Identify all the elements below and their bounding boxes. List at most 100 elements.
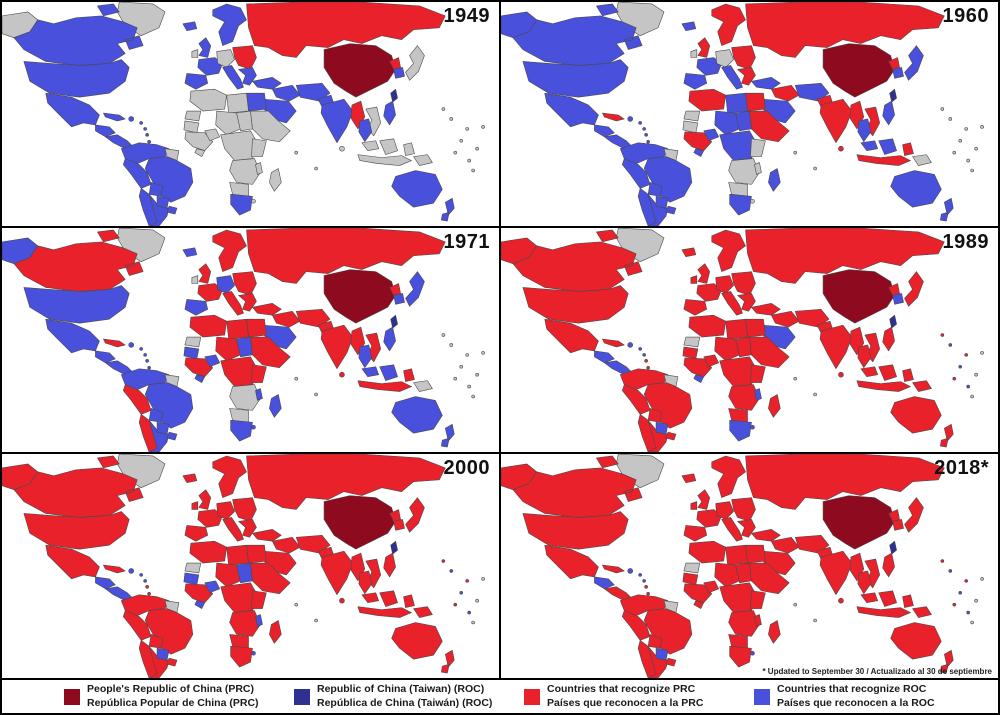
region-pacific-island — [966, 384, 970, 389]
region-antilles — [644, 133, 648, 137]
region-middle-east — [272, 84, 301, 102]
region-antilles — [646, 139, 650, 144]
region-antilles — [147, 365, 151, 370]
region-libya-tunisia — [226, 92, 249, 114]
legend-item-recognize-prc: Countries that recognize PRC Países que … — [524, 683, 754, 710]
region-pacific-island — [980, 125, 984, 129]
region-ussr-russia — [745, 2, 945, 58]
region-pacific-island — [471, 620, 475, 625]
region-china — [323, 495, 396, 550]
region-united-kingdom — [697, 489, 711, 510]
region-cuba — [103, 564, 126, 574]
region-france — [197, 283, 223, 302]
region-iberia — [683, 299, 708, 316]
region-sri-lanka — [339, 371, 345, 378]
region-italy — [721, 65, 743, 90]
region-pacific-island — [940, 333, 945, 337]
region-pacific-island — [970, 168, 974, 173]
region-antilles — [638, 573, 642, 577]
region-paraguay — [655, 647, 669, 661]
region-japan — [904, 497, 924, 533]
region-iberia — [683, 73, 708, 90]
region-indian-ocean-island — [314, 166, 318, 171]
region-pacific-island — [948, 343, 953, 347]
world-map — [501, 228, 984, 452]
region-sri-lanka — [838, 145, 844, 152]
region-libya-tunisia — [725, 318, 748, 340]
region-mexico — [45, 318, 100, 354]
region-kenya-tanzania — [750, 138, 766, 157]
region-pacific-island — [449, 343, 454, 347]
region-north-korea — [888, 283, 900, 296]
region-chile — [138, 188, 158, 226]
region-sudan-horn — [749, 562, 790, 595]
region-japan — [405, 271, 425, 307]
region-ireland — [191, 275, 199, 284]
region-uruguay — [665, 431, 677, 441]
map-panel-1960: 1960 — [501, 2, 998, 226]
region-italy — [222, 291, 244, 316]
region-india — [320, 324, 354, 370]
region-pacific-island — [948, 117, 953, 121]
region-brazil — [643, 382, 693, 429]
region-pacific-island — [459, 364, 464, 369]
region-peru — [122, 610, 152, 641]
region-brazil — [643, 156, 693, 203]
region-western-sahara — [683, 110, 701, 122]
region-italy — [222, 517, 244, 542]
region-paraguay — [655, 195, 669, 209]
region-madagascar — [269, 168, 282, 192]
region-uruguay — [166, 657, 178, 667]
region-balkans — [737, 519, 756, 538]
region-sudan-horn — [250, 336, 291, 369]
region-burkina-faso — [703, 128, 719, 142]
region-kenya-tanzania — [251, 364, 267, 383]
region-eswatini — [750, 650, 755, 656]
region-sri-lanka — [838, 597, 844, 604]
prc-color-swatch — [64, 688, 80, 705]
region-sudan-horn — [749, 336, 790, 369]
region-pacific-island — [964, 353, 968, 357]
map-panel-2018: 2018* * Updated to September 30 / Actual… — [501, 454, 998, 678]
region-taiwan — [390, 540, 398, 555]
region-middle-east — [272, 536, 301, 554]
map-grid: 1949 — [0, 0, 1000, 679]
region-china — [822, 495, 895, 550]
region-indian-ocean-island — [314, 618, 318, 623]
region-malaysia — [361, 590, 398, 607]
region-australia — [890, 622, 942, 660]
region-papua-new-guinea — [413, 380, 433, 392]
region-bolivia — [647, 182, 663, 197]
region-philippines — [882, 100, 895, 126]
region-chile — [637, 414, 657, 452]
region-indian-ocean-island — [813, 392, 817, 397]
legend-label-en: Countries that recognize ROC — [777, 682, 927, 695]
region-south-korea — [892, 293, 904, 305]
region-sri-lanka — [339, 145, 345, 152]
region-senegal-gambia — [682, 120, 699, 134]
region-ussr-russia — [246, 2, 446, 58]
region-pacific-island — [441, 333, 446, 337]
legend-label-en: People's Republic of China (PRC) — [87, 682, 255, 695]
region-malawi — [255, 614, 263, 627]
recognize-roc-color-swatch — [754, 688, 770, 705]
region-india — [320, 550, 354, 596]
update-footnote: * Updated to September 30 / Actualizado … — [762, 667, 992, 676]
region-morocco-algeria — [189, 314, 227, 338]
region-peru — [122, 158, 152, 189]
region-north-korea — [389, 509, 401, 522]
region-turkey — [252, 529, 282, 542]
region-western-sahara — [184, 110, 202, 122]
region-southern-africa — [229, 610, 261, 637]
region-hispaniola — [128, 342, 135, 348]
region-madagascar — [269, 394, 282, 418]
region-southern-africa — [728, 384, 760, 411]
region-ussr-russia — [745, 454, 945, 510]
region-madagascar — [768, 394, 781, 418]
region-iceland — [182, 473, 198, 484]
region-burkina-faso — [204, 128, 220, 142]
region-ussr-russia — [745, 228, 945, 284]
region-antilles — [139, 121, 143, 125]
region-south-korea — [393, 519, 405, 531]
region-hispaniola — [128, 116, 135, 122]
